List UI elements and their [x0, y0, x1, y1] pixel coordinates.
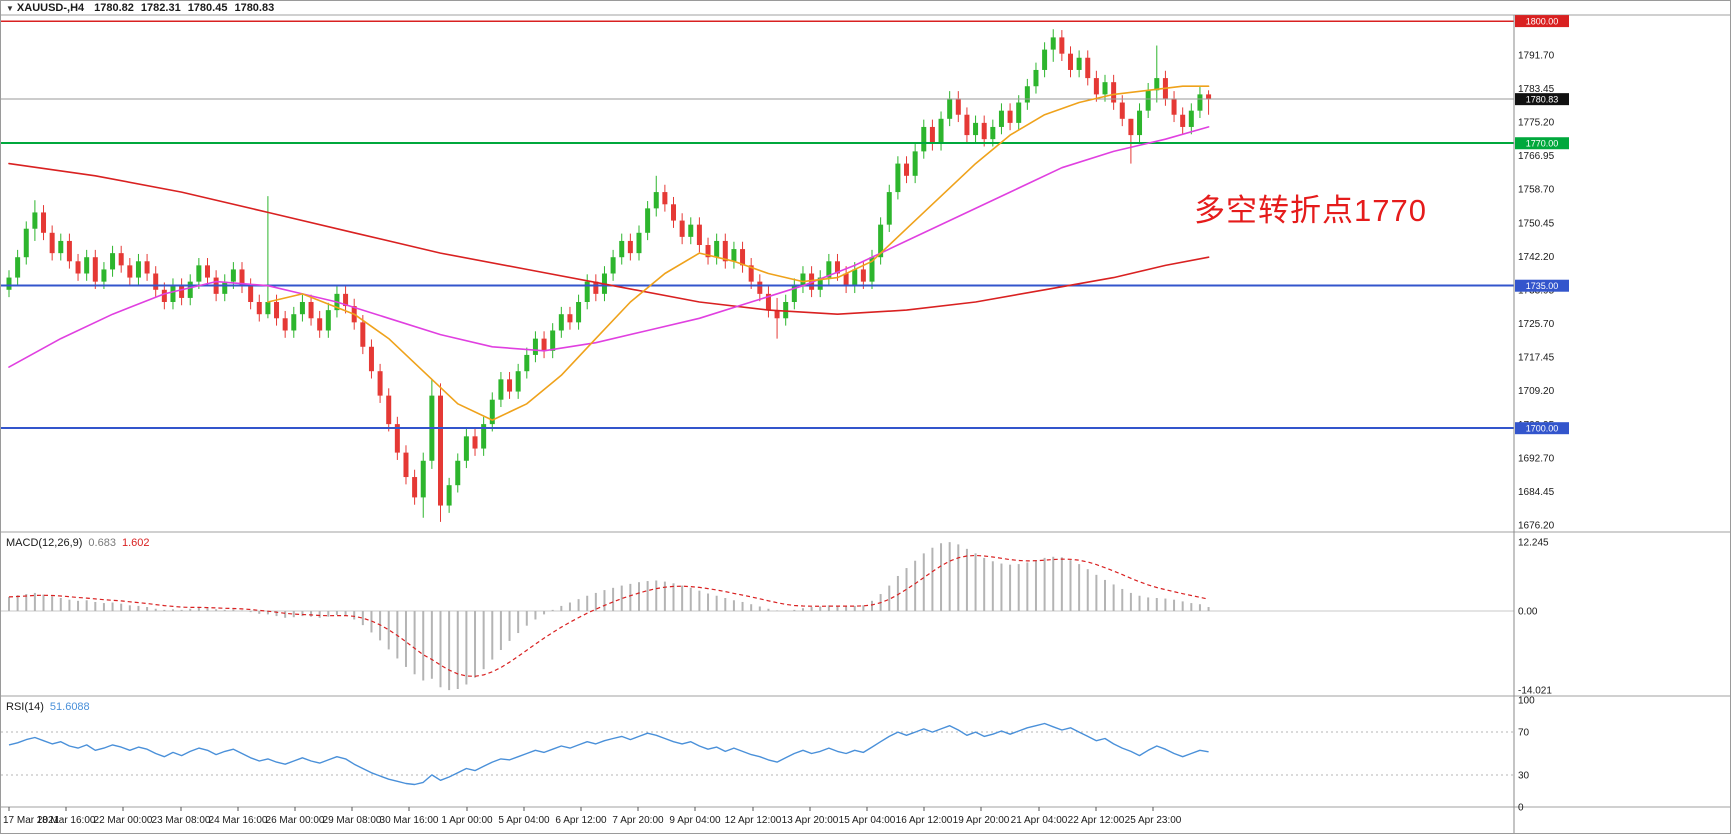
svg-text:1758.70: 1758.70	[1518, 185, 1555, 196]
svg-text:1 Apr 00:00: 1 Apr 00:00	[441, 815, 493, 826]
ma-fast-orange	[267, 85, 1210, 421]
bar-low-value: 1780.45	[187, 2, 228, 14]
rsi-value: 51.6088	[49, 701, 90, 713]
rsi-scale: 100 70 30 0	[1518, 696, 1535, 814]
svg-text:7 Apr 20:00: 7 Apr 20:00	[612, 815, 664, 826]
svg-text:29 Mar 08:00: 29 Mar 08:00	[323, 815, 382, 826]
macd-histogram	[8, 542, 1210, 691]
svg-text:6 Apr 12:00: 6 Apr 12:00	[555, 815, 607, 826]
svg-text:22 Mar 00:00: 22 Mar 00:00	[94, 815, 153, 826]
price-badges[interactable]: 1800.00 1780.83 1770.00 1735.00 1700.00	[1515, 15, 1569, 435]
svg-text:1770.00: 1770.00	[1526, 139, 1559, 149]
svg-text:100: 100	[1518, 696, 1535, 707]
svg-text:1684.45: 1684.45	[1518, 487, 1555, 498]
symbol-dropdown-icon[interactable]: ▼	[6, 4, 14, 13]
svg-text:1742.20: 1742.20	[1518, 252, 1555, 263]
svg-text:17 Mar 2021: 17 Mar 2021	[3, 815, 60, 826]
svg-text:13 Apr 20:00: 13 Apr 20:00	[782, 815, 839, 826]
symbol-timeframe-label: XAUUSD-,H4	[16, 2, 85, 14]
svg-text:23 Mar 08:00: 23 Mar 08:00	[152, 815, 211, 826]
svg-text:1791.70: 1791.70	[1518, 50, 1555, 61]
macd-name: MACD(12,26,9)	[6, 537, 83, 549]
svg-text:1775.20: 1775.20	[1518, 118, 1555, 129]
bar-open-value: 1780.82	[94, 2, 134, 14]
svg-text:26 Mar 00:00: 26 Mar 00:00	[266, 815, 325, 826]
rsi-name: RSI(14)	[6, 701, 44, 713]
svg-text:0.00: 0.00	[1518, 607, 1538, 618]
svg-text:1725.70: 1725.70	[1518, 319, 1555, 330]
svg-text:30 Mar 16:00: 30 Mar 16:00	[380, 815, 439, 826]
ma-mid-magenta	[8, 126, 1210, 368]
price-badge-1700.00[interactable]: 1700.00	[1515, 422, 1569, 435]
svg-text:19 Apr 20:00: 19 Apr 20:00	[953, 815, 1010, 826]
macd-signal-value: 1.602	[121, 537, 150, 549]
horizontal-lines-layer[interactable]	[1, 20, 1514, 430]
svg-text:15 Apr 04:00: 15 Apr 04:00	[839, 815, 896, 826]
svg-text:16 Apr 12:00: 16 Apr 12:00	[896, 815, 953, 826]
price-badge-1800.00[interactable]: 1800.00	[1515, 15, 1569, 28]
rsi-line	[8, 722, 1209, 786]
svg-text:1709.20: 1709.20	[1518, 386, 1555, 397]
price-badge-1780.83[interactable]: 1780.83	[1515, 93, 1569, 106]
panel-separators	[1, 14, 1730, 808]
svg-text:30: 30	[1518, 770, 1530, 781]
svg-text:1692.70: 1692.70	[1518, 453, 1555, 464]
svg-text:18 Mar 16:00: 18 Mar 16:00	[37, 815, 96, 826]
svg-text:70: 70	[1518, 728, 1530, 739]
macd-indicator-label: MACD(12,26,9) 0.683 1.602	[6, 537, 149, 549]
bar-close-value: 1780.83	[234, 2, 275, 14]
macd-signal-line	[8, 554, 1209, 677]
svg-text:1766.95: 1766.95	[1518, 151, 1555, 162]
svg-text:9 Apr 04:00: 9 Apr 04:00	[669, 815, 721, 826]
svg-text:12 Apr 12:00: 12 Apr 12:00	[725, 815, 782, 826]
annotation-text-object[interactable]: 多空转折点1770	[1194, 193, 1427, 228]
candles-layer	[6, 29, 1212, 522]
svg-text:1750.45: 1750.45	[1518, 218, 1555, 229]
ma-slow-red	[8, 162, 1210, 316]
price-badge-1735.00[interactable]: 1735.00	[1515, 279, 1569, 292]
svg-text:21 Apr 04:00: 21 Apr 04:00	[1011, 815, 1068, 826]
svg-text:22 Apr 12:00: 22 Apr 12:00	[1068, 815, 1125, 826]
svg-text:24 Mar 16:00: 24 Mar 16:00	[209, 815, 268, 826]
bar-high-value: 1782.31	[140, 2, 181, 14]
svg-text:12.245: 12.245	[1518, 537, 1549, 548]
chart-ohlc-header: ▼ XAUUSD-,H4 1780.82 1782.31 1780.45 1780.83	[6, 2, 281, 14]
macd-main-value: 0.683	[88, 537, 116, 549]
rsi-indicator-label: RSI(14) 51.6088	[6, 701, 90, 713]
svg-text:25 Apr 23:00: 25 Apr 23:00	[1125, 815, 1182, 826]
svg-text:1735.00: 1735.00	[1526, 281, 1559, 291]
macd-scale: 12.245 0.00 -14.021	[1518, 537, 1552, 696]
svg-text:1800.00: 1800.00	[1526, 17, 1559, 27]
svg-text:-14.021: -14.021	[1518, 686, 1552, 697]
svg-text:1676.20: 1676.20	[1518, 521, 1555, 532]
svg-text:1717.45: 1717.45	[1518, 353, 1555, 364]
price-badge-1770.00[interactable]: 1770.00	[1515, 137, 1569, 150]
svg-text:1783.45: 1783.45	[1518, 84, 1555, 95]
svg-text:1780.83: 1780.83	[1526, 95, 1559, 105]
svg-text:5 Apr 04:00: 5 Apr 04:00	[498, 815, 550, 826]
svg-text:0: 0	[1518, 803, 1524, 814]
svg-text:1700.00: 1700.00	[1526, 424, 1559, 434]
